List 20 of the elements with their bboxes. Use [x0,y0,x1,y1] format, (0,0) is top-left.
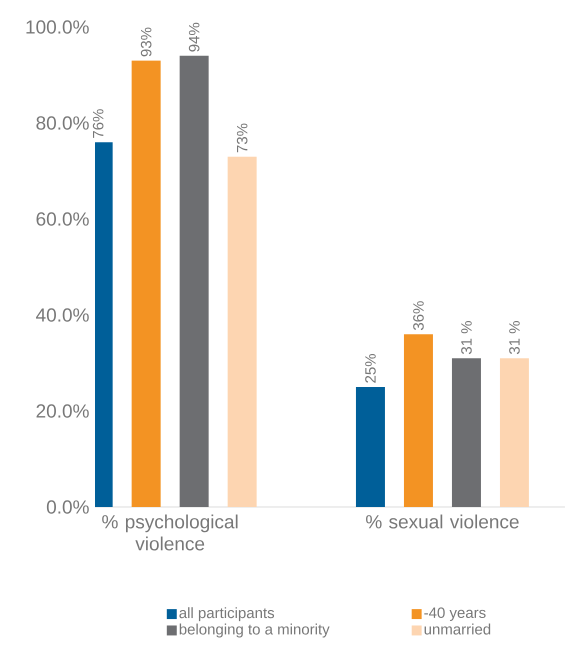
data-label: 36% [413,301,424,330]
legend-label: belonging to a minority [180,624,330,638]
y-tick-label: 60.0% [36,212,89,226]
y-tick-label: 0.0% [46,500,89,514]
x-tick-label: % sexual violence [366,514,519,528]
y-tick-label: 80.0% [36,116,89,130]
data-label: 31 % [461,321,472,354]
data-label: 93% [140,28,152,56]
data-label: 25% [365,354,376,383]
data-label: 73% [236,124,248,152]
data-label: 31 % [509,321,520,354]
y-tick-label: 20.0% [36,404,89,418]
legend-label: unmarried [424,624,490,635]
legend-label: -40 years [424,607,486,621]
data-label: 76% [92,109,104,138]
data-label: 94% [188,22,200,52]
x-tick-label: % psychological violence [102,514,238,550]
y-tick-label: 100.0% [26,20,89,34]
legend-label: all participants [179,607,274,622]
y-tick-label: 40.0% [36,308,89,322]
